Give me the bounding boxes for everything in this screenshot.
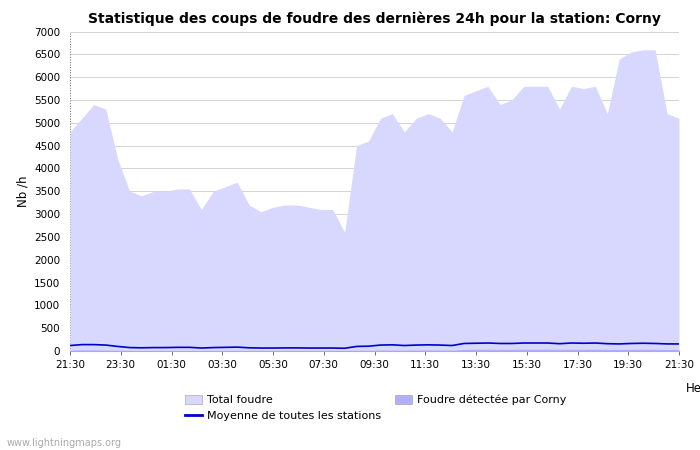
Text: www.lightningmaps.org: www.lightningmaps.org (7, 438, 122, 448)
Title: Statistique des coups de foudre des dernières 24h pour la station: Corny: Statistique des coups de foudre des dern… (88, 12, 661, 26)
Text: Heure: Heure (686, 382, 700, 395)
Y-axis label: Nb /h: Nb /h (17, 176, 30, 207)
Legend: Total foudre, Moyenne de toutes les stations, Foudre détectée par Corny: Total foudre, Moyenne de toutes les stat… (186, 395, 566, 421)
